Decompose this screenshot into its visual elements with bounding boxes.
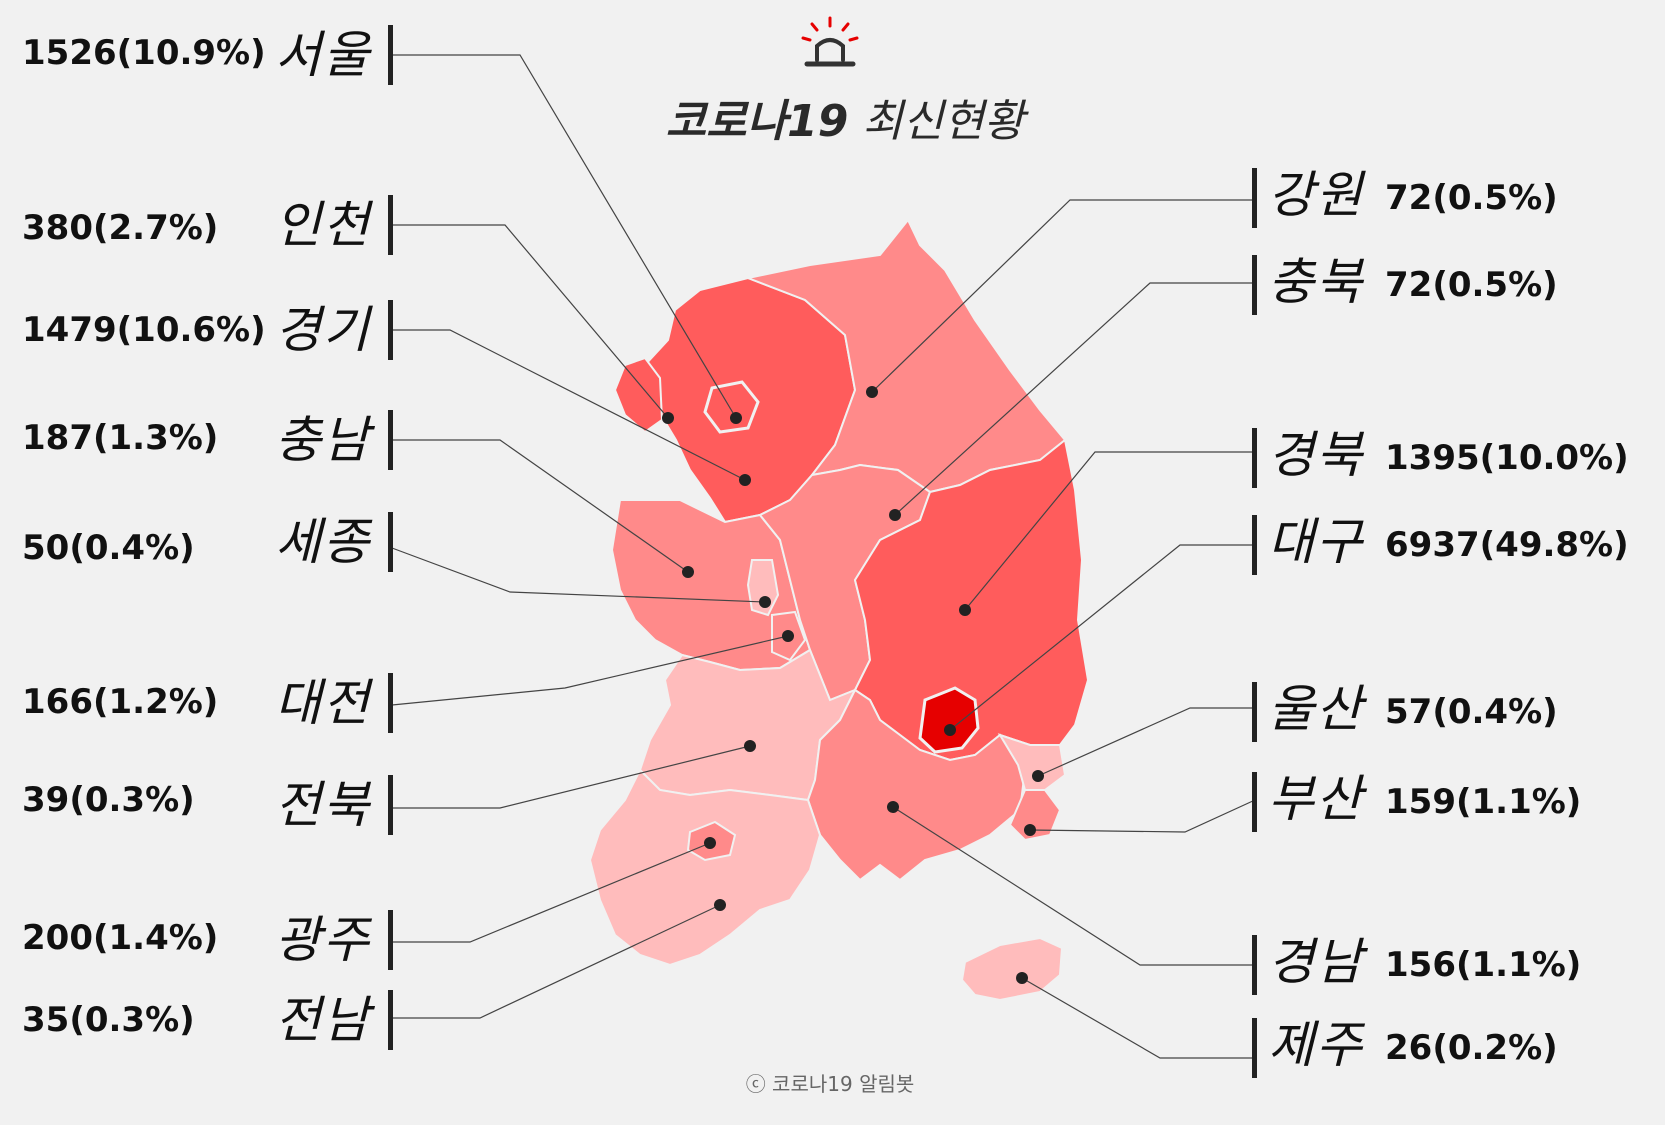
value-jeonbuk: 39(0.3%) <box>22 780 195 820</box>
name-sejong: 세종 <box>275 513 371 571</box>
value-seoul: 1526(10.9%) <box>22 33 266 73</box>
name-gyeongnam: 경남 <box>1268 933 1364 991</box>
region-jeonnam[interactable] <box>588 768 822 967</box>
title-sub: 최신현황 <box>862 96 1025 147</box>
value-incheon: 380(2.7%) <box>22 208 219 248</box>
region-incheon[interactable] <box>613 356 664 434</box>
name-gwangju: 광주 <box>275 911 371 969</box>
value-chungbuk: 72(0.5%) <box>1385 265 1558 305</box>
value-jeonnam: 35(0.3%) <box>22 1000 195 1040</box>
value-jeju: 26(0.2%) <box>1385 1028 1558 1068</box>
name-busan: 부산 <box>1268 770 1364 828</box>
label-bar <box>388 990 393 1050</box>
value-daejeon: 166(1.2%) <box>22 682 219 722</box>
label-bar <box>388 512 393 572</box>
name-jeonbuk: 전북 <box>275 776 371 834</box>
label-bar <box>388 195 393 255</box>
name-incheon: 인천 <box>275 196 371 254</box>
name-ulsan: 울산 <box>1268 680 1364 738</box>
name-jeju: 제주 <box>1268 1016 1364 1074</box>
value-chungnam: 187(1.3%) <box>22 418 219 458</box>
value-gwangju: 200(1.4%) <box>22 918 219 958</box>
label-bar <box>388 25 393 85</box>
name-seoul: 서울 <box>275 26 371 84</box>
value-daegu: 6937(49.8%) <box>1385 525 1629 565</box>
name-gyeongbuk: 경북 <box>1268 426 1364 484</box>
value-busan: 159(1.1%) <box>1385 782 1582 822</box>
siren-icon <box>801 16 859 67</box>
region-busan[interactable] <box>1008 789 1062 842</box>
value-ulsan: 57(0.4%) <box>1385 692 1558 732</box>
name-jeonnam: 전남 <box>275 991 371 1049</box>
page-title: 코로나19 최신현황 <box>620 85 1070 149</box>
label-bar <box>1252 682 1257 742</box>
value-sejong: 50(0.4%) <box>22 528 195 568</box>
label-bar <box>1252 255 1257 315</box>
label-bar <box>1252 772 1257 832</box>
label-bar <box>388 673 393 733</box>
label-bar <box>388 775 393 835</box>
label-bar <box>388 300 393 360</box>
value-gyeongnam: 156(1.1%) <box>1385 945 1582 985</box>
label-bar <box>1252 515 1257 575</box>
value-gangwon: 72(0.5%) <box>1385 178 1558 218</box>
name-daegu: 대구 <box>1268 513 1364 571</box>
value-gyeonggi: 1479(10.6%) <box>22 310 266 350</box>
region-markers <box>662 386 1044 984</box>
label-bar <box>388 910 393 970</box>
name-gangwon: 강원 <box>1268 166 1364 224</box>
region-seoul[interactable] <box>703 380 760 434</box>
name-daejeon: 대전 <box>275 674 371 732</box>
name-chungbuk: 충북 <box>1268 253 1364 311</box>
title-main: 코로나19 <box>665 96 849 147</box>
label-bar <box>1252 428 1257 488</box>
value-gyeongbuk: 1395(10.0%) <box>1385 438 1629 478</box>
leader-lines <box>391 54 1256 1059</box>
label-bar <box>1252 935 1257 995</box>
label-bar <box>388 410 393 470</box>
label-bar <box>1252 168 1257 228</box>
name-gyeonggi: 경기 <box>275 301 371 359</box>
copyright-text: ⓒ 코로나19 알림봇 <box>745 1072 915 1096</box>
region-daegu[interactable] <box>918 686 980 754</box>
region-jeju[interactable] <box>960 936 1064 1002</box>
region-ulsan[interactable] <box>997 733 1067 791</box>
label-bar <box>1252 1018 1257 1078</box>
name-chungnam: 충남 <box>275 411 371 469</box>
